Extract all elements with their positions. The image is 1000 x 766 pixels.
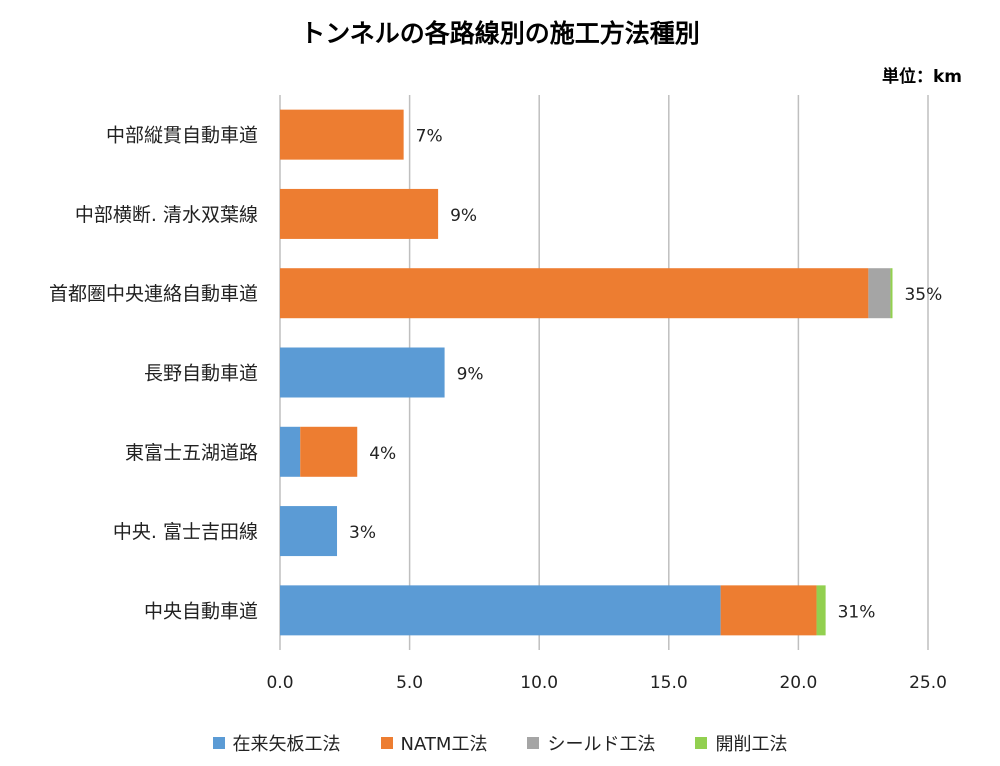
category-label: 中部縦貫自動車道	[106, 125, 258, 147]
data-label: 4%	[369, 444, 396, 464]
data-label: 35%	[904, 285, 942, 305]
legend-item: 開削工法	[695, 730, 787, 756]
data-label: 3%	[349, 523, 376, 543]
legend-swatch	[212, 737, 225, 749]
bar-segment	[868, 268, 891, 319]
data-label: 31%	[838, 602, 876, 622]
legend-label: 開削工法	[715, 734, 788, 755]
x-tick-label: 15.0	[650, 673, 688, 693]
bar-segment	[720, 585, 817, 636]
bar-segment	[890, 268, 893, 319]
data-label: 7%	[416, 127, 443, 147]
chart-title: トンネルの各路線別の施工方法種別	[300, 19, 700, 48]
bar-segment	[280, 268, 869, 319]
legend-swatch	[695, 737, 708, 749]
bar-segment	[280, 426, 301, 477]
legend-swatch	[527, 737, 540, 749]
bar-segment	[280, 585, 721, 636]
legend-label: シールド工法	[547, 734, 656, 755]
legend-swatch	[380, 737, 393, 749]
x-tick-label: 5.0	[396, 673, 423, 693]
data-label: 9%	[457, 365, 484, 385]
x-tick-label: 0.0	[266, 673, 293, 693]
category-label: 中央. 富士吉田線	[113, 521, 258, 543]
bar-segment	[280, 109, 404, 160]
unit-label: 単位：km	[881, 67, 962, 87]
category-label: 首都圏中央連絡自動車道	[49, 283, 258, 305]
bar-segment	[280, 506, 338, 557]
data-label: 9%	[450, 206, 477, 226]
bar-segment	[816, 585, 826, 636]
x-tick-label: 10.0	[520, 673, 558, 693]
legend-item: NATM工法	[380, 730, 488, 756]
category-label: 中央自動車道	[144, 600, 258, 622]
category-label: 中部横断. 清水双葉線	[75, 204, 258, 226]
x-tick-label: 20.0	[779, 673, 817, 693]
category-label: 長野自動車道	[144, 363, 258, 385]
bar-segment	[300, 426, 358, 477]
x-tick-label: 25.0	[909, 673, 947, 693]
bar-segment	[280, 188, 439, 239]
bar-segment	[280, 347, 445, 398]
legend-label: NATM工法	[400, 734, 488, 755]
legend: 在来矢板工法 NATM工法 シールド工法 開削工法	[0, 730, 1000, 756]
legend-item: シールド工法	[527, 730, 655, 756]
category-label: 東富士五湖道路	[125, 442, 258, 464]
legend-label: 在来矢板工法	[232, 734, 341, 755]
legend-item: 在来矢板工法	[212, 730, 341, 756]
